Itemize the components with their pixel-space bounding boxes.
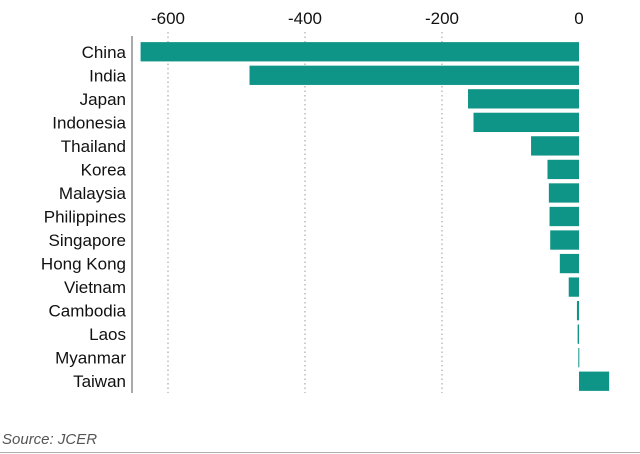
bottom-divider xyxy=(0,452,640,453)
bar xyxy=(578,348,580,368)
category-label: Hong Kong xyxy=(41,255,126,274)
category-label: Korea xyxy=(81,160,127,179)
category-label: Indonesia xyxy=(52,113,126,132)
category-label: Thailand xyxy=(61,137,126,156)
bar xyxy=(249,65,579,85)
bar xyxy=(550,230,579,250)
bar xyxy=(576,300,579,321)
category-label: Malaysia xyxy=(59,184,127,203)
x-tick-label: 0 xyxy=(574,9,583,28)
gridlines xyxy=(167,32,443,393)
bars xyxy=(140,42,610,391)
bar xyxy=(579,371,610,391)
category-label: Taiwan xyxy=(73,372,126,391)
category-label: China xyxy=(82,43,127,62)
bar xyxy=(140,42,579,62)
category-label: India xyxy=(89,66,126,85)
bar xyxy=(548,183,579,203)
bar xyxy=(473,112,579,133)
category-label: Laos xyxy=(89,325,126,344)
bar xyxy=(531,136,579,156)
category-label: Japan xyxy=(80,90,126,109)
category-label: Singapore xyxy=(48,231,126,250)
x-tick-label: -400 xyxy=(288,9,322,28)
source-note: Source: JCER xyxy=(2,431,98,448)
category-label: Philippines xyxy=(44,208,126,227)
x-axis-ticks: -600 -400 -200 0 xyxy=(151,9,584,28)
bar xyxy=(559,253,579,274)
bar xyxy=(547,159,579,180)
chart: -600 -400 -200 0 China India Japan Indonesia Th… xyxy=(41,9,610,393)
bar xyxy=(468,89,579,109)
category-label: Myanmar xyxy=(55,349,126,368)
category-labels: China India Japan Indonesia Thailand Korea Mal… xyxy=(41,43,127,391)
bar xyxy=(568,277,579,297)
bar xyxy=(549,206,579,227)
category-label: Cambodia xyxy=(49,302,127,321)
x-tick-label: -200 xyxy=(425,9,459,28)
bar xyxy=(577,324,579,344)
category-label: Vietnam xyxy=(64,278,126,297)
x-tick-label: -600 xyxy=(151,9,185,28)
